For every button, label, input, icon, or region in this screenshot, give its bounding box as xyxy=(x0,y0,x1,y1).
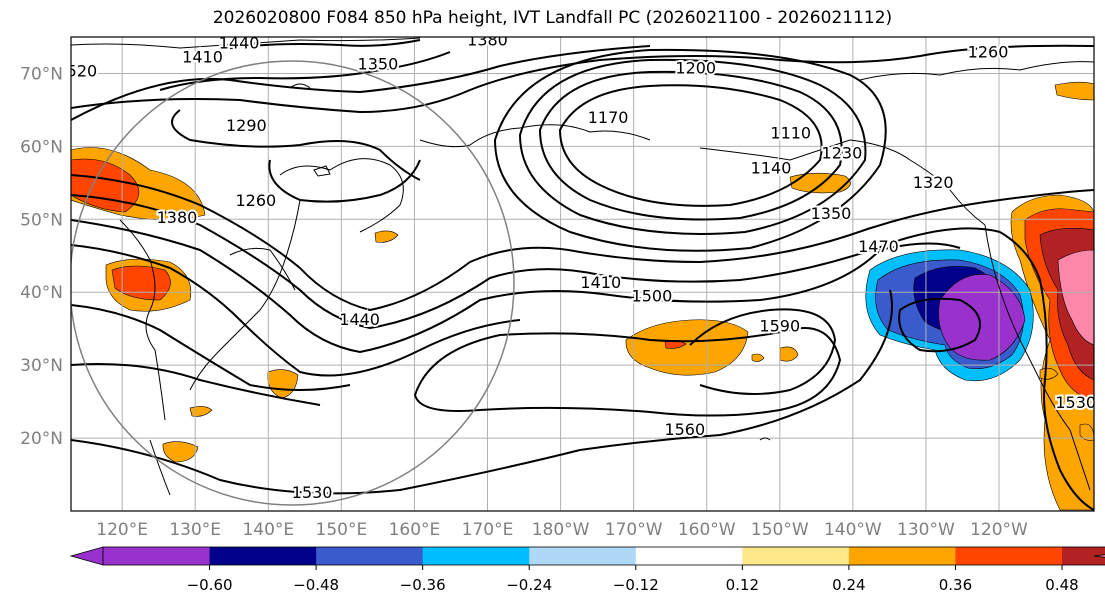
contour-label: 1170 xyxy=(588,108,629,127)
colorbar-segment xyxy=(103,547,211,565)
ivt-positive-field xyxy=(71,81,1094,511)
colorbar-ticks: −0.60 −0.48 −0.36 −0.24 −0.12 0.12 0.24 0.36 0.4… xyxy=(187,565,1079,594)
contour-label: 1440 xyxy=(219,34,260,53)
latitude-labels: 70°N 60°N 50°N 40°N 30°N 20°N xyxy=(20,64,63,449)
contour-label: 1590 xyxy=(759,317,800,336)
colorbar-tick-label: −0.36 xyxy=(400,576,446,594)
longitude-label: 180°W xyxy=(532,520,590,540)
longitude-labels: 120°E 130°E 140°E 150°E 160°E 170°E 180°W 170°W… xyxy=(96,520,1028,540)
contour-labels: 1440141013801350152012901260138012001170… xyxy=(56,31,1096,504)
contour-label: 1260 xyxy=(968,42,1009,61)
colorbar-segment xyxy=(529,547,637,565)
colorbar-segment xyxy=(955,547,1063,565)
contour-label: 1410 xyxy=(580,273,621,292)
colorbar-upper-extend xyxy=(1093,554,1105,558)
longitude-label: 120°E xyxy=(96,520,148,540)
contour-label: 1200 xyxy=(675,58,716,77)
colorbar-tick-label: −0.12 xyxy=(613,576,659,594)
colorbar-segment xyxy=(848,547,956,565)
contour-label: 1560 xyxy=(664,420,705,439)
range-circle xyxy=(71,60,515,506)
contour-label: 1350 xyxy=(358,55,399,74)
colorbar-segment xyxy=(209,547,317,565)
map-frame xyxy=(70,36,1095,512)
contour-label: 1320 xyxy=(913,173,954,192)
longitude-label: 130°E xyxy=(169,520,221,540)
colorbar-tick-label: 0.36 xyxy=(939,576,972,594)
colorbar-tick-label: 0.48 xyxy=(1045,576,1078,594)
contour-label: 1230 xyxy=(822,144,863,163)
colorbar-tick-label: −0.24 xyxy=(506,576,552,594)
longitude-label: 170°W xyxy=(605,520,663,540)
latitude-label: 50°N xyxy=(20,210,63,230)
longitude-label: 120°W xyxy=(970,520,1028,540)
contour-label: 1440 xyxy=(339,310,380,329)
contour-label: 1500 xyxy=(632,287,673,306)
contour-label: 1380 xyxy=(467,31,508,50)
contour-label: 1520 xyxy=(56,61,97,80)
contour-label: 1530 xyxy=(1055,393,1096,412)
height-contours xyxy=(71,39,1094,511)
colorbar-segment xyxy=(1062,547,1105,565)
colorbar-segment xyxy=(422,547,530,565)
longitude-label: 130°W xyxy=(897,520,955,540)
contour-label: 1380 xyxy=(157,208,198,227)
contour-label: 1260 xyxy=(236,191,277,210)
longitude-label: 160°W xyxy=(678,520,736,540)
latitude-label: 70°N xyxy=(20,64,63,84)
colorbar xyxy=(69,546,1105,566)
longitude-label: 160°E xyxy=(389,520,441,540)
coastlines xyxy=(71,37,1094,496)
colorbar-tick-label: 0.24 xyxy=(832,576,865,594)
contour-label: 1140 xyxy=(751,158,792,177)
contour-label: 1410 xyxy=(182,47,223,66)
ivt-negative-field xyxy=(865,249,1034,382)
contour-label: 1470 xyxy=(858,237,899,256)
longitude-label: 150°E xyxy=(316,520,368,540)
latitude-label: 30°N xyxy=(20,356,63,376)
colorbar-segment xyxy=(316,547,424,565)
colorbar-segment xyxy=(635,547,743,565)
graticule xyxy=(71,37,1094,511)
latitude-label: 20°N xyxy=(20,429,63,449)
longitude-label: 140°W xyxy=(824,520,882,540)
contour-label: 1350 xyxy=(811,204,852,223)
colorbar-tick-label: −0.60 xyxy=(187,576,233,594)
longitude-label: 150°W xyxy=(751,520,809,540)
longitude-label: 140°E xyxy=(242,520,294,540)
colorbar-segment xyxy=(742,547,850,565)
colorbar-lower-extend xyxy=(69,546,104,566)
colorbar-tick-label: 0.12 xyxy=(726,576,759,594)
contour-label: 1110 xyxy=(770,123,811,142)
latitude-label: 60°N xyxy=(20,137,63,157)
colorbar-tick-label: −0.48 xyxy=(293,576,339,594)
contour-label: 1290 xyxy=(226,116,267,135)
latitude-label: 40°N xyxy=(20,283,63,303)
longitude-label: 170°E xyxy=(462,520,514,540)
contour-label: 1530 xyxy=(292,483,333,502)
map-title: 2026020800 F084 850 hPa height, IVT Land… xyxy=(212,8,893,28)
